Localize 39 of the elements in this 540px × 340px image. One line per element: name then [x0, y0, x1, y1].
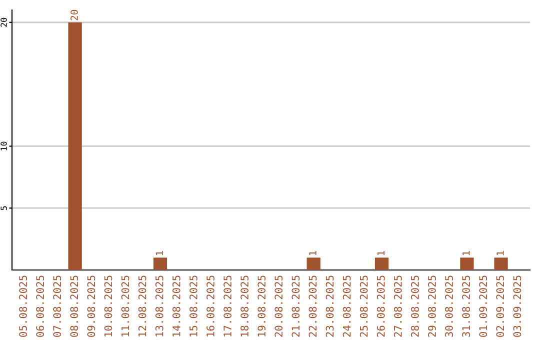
x-tick-label: 09.08.2025	[87, 276, 96, 337]
x-tick-label: 25.08.2025	[360, 276, 368, 337]
x-tick-label: 19.08.2025	[258, 276, 266, 336]
x-tick-label: 29.08.2025	[428, 276, 436, 337]
data-label: 1	[156, 251, 163, 256]
x-tick-label: 23.08.2025	[326, 276, 334, 337]
x-tick-label: 26.08.2025	[376, 276, 385, 337]
x-tick-label: 12.08.2025	[138, 276, 146, 336]
y-tick-label: 20	[0, 18, 7, 27]
data-label: 1	[377, 251, 384, 256]
x-tick-label: 02.09.2025	[496, 276, 504, 337]
x-tick-label: 27.08.2025	[394, 276, 402, 337]
x-tick-label: 24.08.2025	[342, 276, 351, 337]
x-tick-label: 16.08.2025	[206, 276, 214, 336]
y-tick-label: 5	[0, 206, 7, 210]
x-tick-label: 30.08.2025	[445, 276, 453, 337]
x-tick-label: 07.08.2025	[53, 276, 62, 337]
data-label: 20	[70, 10, 78, 20]
data-label: 1	[309, 251, 316, 256]
x-tick-label: 17.08.2025	[224, 276, 232, 336]
data-label: 1	[496, 251, 504, 256]
x-tick-label: 06.08.2025	[36, 276, 44, 337]
x-tick-label: 22.08.2025	[308, 276, 317, 337]
x-tick-label: 14.08.2025	[172, 276, 180, 336]
data-label: 1	[462, 251, 470, 256]
x-tick-label: 01.09.2025	[479, 276, 488, 337]
x-tick-label: 08.08.2025	[70, 276, 78, 337]
y-tick-label: 10	[0, 142, 7, 150]
x-tick-label: 05.08.2025	[19, 276, 27, 337]
x-tick-label: 10.08.2025	[104, 276, 112, 336]
x-tick-label: 18.08.2025	[240, 276, 248, 336]
x-tick-label: 20.08.2025	[274, 276, 283, 337]
x-tick-label: 03.09.2025	[513, 276, 522, 337]
x-tick-label: 15.08.2025	[189, 276, 198, 336]
x-tick-label: 28.08.2025	[411, 276, 419, 337]
x-tick-label: 21.08.2025	[292, 276, 300, 337]
x-tick-label: 13.08.2025	[155, 276, 164, 336]
x-tick-label: 11.08.2025	[121, 276, 130, 336]
x-tick-label: 31.08.2025	[462, 276, 470, 337]
